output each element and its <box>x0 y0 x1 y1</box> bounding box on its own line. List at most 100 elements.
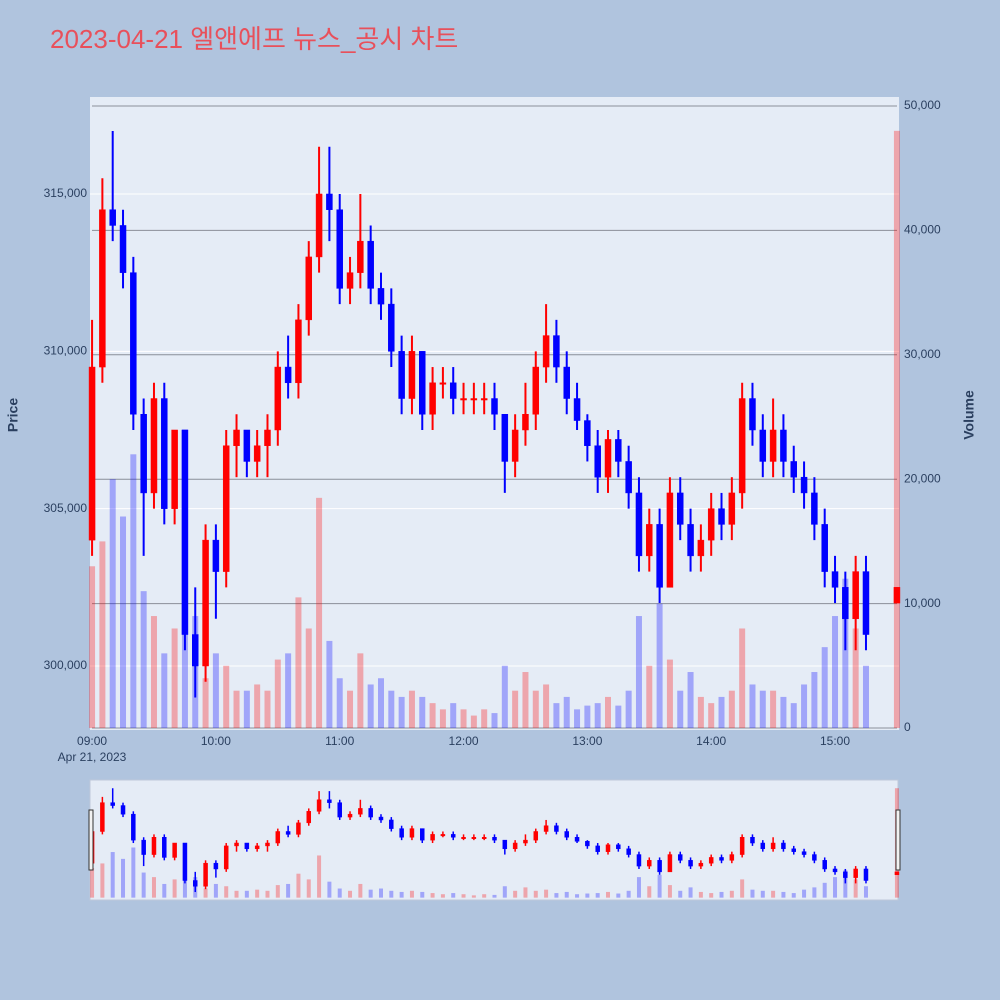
candle-body <box>595 845 600 852</box>
candle-body <box>853 868 858 878</box>
candle-body <box>656 524 663 588</box>
volume-bar <box>243 690 250 729</box>
volume-bar <box>358 883 363 898</box>
candle-body <box>821 524 828 572</box>
candle-body <box>646 524 653 557</box>
volume-bar <box>719 891 724 898</box>
candle-body <box>718 508 725 525</box>
candle-body <box>666 492 674 588</box>
volume-bar <box>348 890 353 898</box>
volume-bar <box>286 883 291 898</box>
candle-body <box>543 825 549 832</box>
volume-bar <box>780 696 787 729</box>
volume-bar <box>224 886 229 898</box>
volume-bar <box>667 885 672 898</box>
candle-body <box>368 808 373 818</box>
volume-bar <box>439 709 446 729</box>
volume-bar <box>109 479 116 729</box>
candle-body <box>346 272 354 289</box>
volume-bar <box>791 893 796 898</box>
candle-body <box>181 429 189 635</box>
slider-handle-right[interactable] <box>895 809 901 871</box>
volume-bar <box>615 705 622 729</box>
candle-body <box>388 303 395 352</box>
candle-body <box>667 854 673 873</box>
candle-body <box>647 860 652 867</box>
candle-body <box>687 524 694 557</box>
candle-body <box>676 492 684 525</box>
candle-body <box>738 398 746 494</box>
candle-body <box>677 854 683 861</box>
candle-body <box>616 844 621 850</box>
candle-body <box>100 802 105 832</box>
volume-bar <box>90 867 95 898</box>
volume-bar <box>801 684 808 729</box>
volume-bar <box>790 703 797 729</box>
candle-body <box>719 857 724 861</box>
candle-body <box>326 193 333 210</box>
volume-bar <box>296 873 301 898</box>
x-tick-label: 10:00 <box>201 734 231 748</box>
candle-body <box>749 398 756 431</box>
candle-body <box>831 571 839 588</box>
volume-bar <box>440 894 445 898</box>
volume-bar <box>843 870 848 898</box>
volume-bar <box>646 665 653 729</box>
volume-bar <box>254 684 261 729</box>
candle-body <box>532 366 540 415</box>
volume-bar <box>367 684 374 729</box>
volume-bar <box>150 616 157 729</box>
volume-bar <box>171 628 178 729</box>
candle-body <box>471 837 477 840</box>
volume-bar <box>203 888 208 898</box>
volume-bar <box>470 715 477 729</box>
candle-body <box>729 854 735 861</box>
slider-handle-left[interactable] <box>88 809 94 871</box>
volume-bar <box>606 891 611 898</box>
candle-body <box>315 193 323 258</box>
volume-bar <box>420 891 425 898</box>
candle-body <box>253 445 261 462</box>
candle-body <box>367 240 374 289</box>
volume-bar <box>482 894 487 898</box>
volume-bar <box>739 628 746 729</box>
volume-bar <box>234 890 239 898</box>
volume-bar <box>306 879 311 898</box>
candle-body <box>151 837 157 855</box>
x-tick-label: 12:00 <box>449 734 479 748</box>
candle-body <box>894 871 900 875</box>
volume-bar <box>461 894 466 898</box>
candle-body <box>470 398 478 401</box>
volume-bar <box>822 882 827 898</box>
candle-body <box>801 851 807 855</box>
candle-body <box>635 492 643 557</box>
candle-body <box>306 811 312 824</box>
candle-body <box>492 837 497 841</box>
candle-body <box>594 445 601 478</box>
candle-body <box>697 539 705 557</box>
candle-body <box>440 834 446 837</box>
candle-body <box>222 445 230 572</box>
volume-bar <box>863 886 868 898</box>
candle-body <box>130 272 137 415</box>
volume-bar <box>357 653 364 729</box>
candle-body <box>553 335 560 368</box>
candle-body <box>430 834 435 841</box>
candle-body <box>728 492 736 525</box>
volume-bar <box>688 887 693 898</box>
y-tick-label: 310,000 <box>44 343 88 357</box>
volume-bar <box>233 690 240 729</box>
volume-bar <box>408 690 415 729</box>
volume-bar <box>833 877 838 898</box>
volume-bar <box>337 888 342 898</box>
volume-bar <box>533 890 538 898</box>
volume-bar <box>616 893 621 898</box>
volume-bar <box>718 696 725 729</box>
y-tick-label: 300,000 <box>44 658 88 672</box>
volume-bar <box>99 541 106 729</box>
volume-bar <box>853 879 858 898</box>
volume-bar <box>409 890 414 898</box>
volume-bar <box>635 616 642 729</box>
volume-bar <box>265 890 270 898</box>
